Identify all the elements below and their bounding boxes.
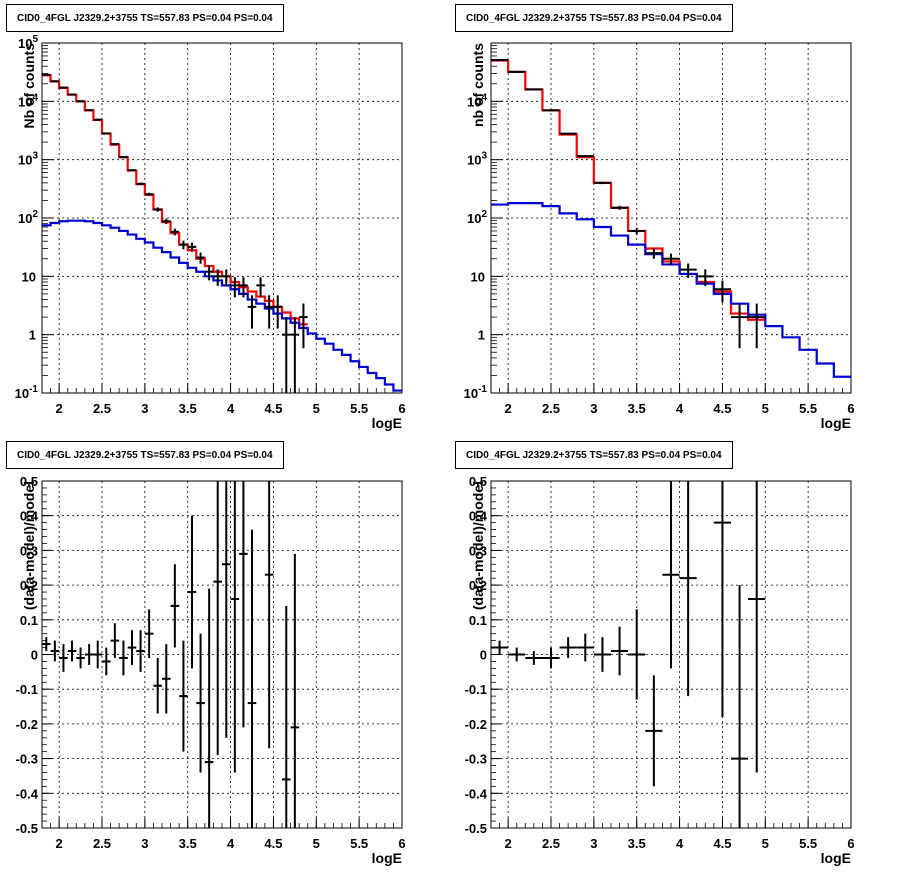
y-tick-label: -0.2	[16, 717, 38, 732]
x-tick-label: 6	[398, 836, 405, 851]
x-tick-label: 2	[56, 401, 63, 416]
y-tick-label: -0.5	[16, 821, 38, 836]
x-tick-label: 4.5	[264, 401, 282, 416]
y-axis-title: (data-model)/model	[21, 481, 37, 610]
x-tick-label: 4.5	[713, 836, 731, 851]
y-tick-label: 10-1	[15, 384, 39, 401]
y-tick-label: 0.2	[20, 578, 38, 593]
x-axis-title: logE	[821, 415, 851, 431]
x-tick-label: 5.5	[350, 401, 368, 416]
y-tick-label: 0.3	[469, 543, 487, 558]
chart-svg-1: 2 2.5 3 3.5 4 4.5 5 5.5 6 10-1 1 10 102 103 104 logE nb …	[464, 42, 855, 431]
x-tick-label: 3	[590, 401, 597, 416]
x-tick-label: 4.5	[713, 401, 731, 416]
x-axis-title: logE	[821, 850, 851, 866]
x-tick-label: 3	[590, 836, 597, 851]
x-tick-label: 4.5	[264, 836, 282, 851]
x-tick-label: 2	[56, 836, 63, 851]
y-axis-title: (data-model)/model	[470, 481, 486, 610]
model-total-line	[491, 59, 766, 321]
y-tick-label: 0.1	[469, 613, 487, 628]
y-tick-label: 0.5	[469, 474, 487, 489]
panel-top-left: 2 2.5 3 3.5 4 4.5 5 5.5 6 10-1 1 10 102 103 104 105 logE…	[0, 0, 449, 437]
background-model-line	[491, 202, 851, 378]
x-tick-label: 3	[141, 836, 148, 851]
y-tick-label: -0.4	[465, 786, 488, 801]
x-tick-label: 2.5	[93, 401, 111, 416]
y-tick-label: 102	[467, 209, 487, 226]
y-tick-label: 0.2	[469, 578, 487, 593]
x-tick-label: 5	[762, 401, 769, 416]
y-tick-label: 103	[467, 151, 487, 168]
x-tick-label: 4	[676, 836, 684, 851]
x-axis-title: logE	[372, 850, 402, 866]
panel-bottom-left: 2 2.5 3 3.5 4 4.5 5 5.5 6 -0.5 -0.4 -0.3 -0.2 -0.1 0 0.…	[0, 437, 449, 875]
y-tick-label: -0.1	[465, 682, 487, 697]
x-tick-label: 3.5	[179, 401, 197, 416]
y-tick-label: -0.3	[16, 752, 38, 767]
x-tick-label: 5.5	[350, 836, 368, 851]
y-tick-label: 10	[22, 269, 36, 284]
y-tick-label: -0.1	[16, 682, 38, 697]
y-tick-label: 105	[18, 34, 38, 51]
y-tick-label: 0	[480, 648, 487, 663]
x-tick-label: 6	[847, 836, 854, 851]
x-tick-label: 5	[762, 836, 769, 851]
y-tick-label: -0.4	[16, 786, 39, 801]
panel-bottom-right: 2 2.5 3 3.5 4 4.5 5 5.5 6 -0.5 -0.4 -0.3 -0.2 -0.1 0 0.…	[449, 437, 898, 875]
x-tick-label: 3	[141, 401, 148, 416]
x-tick-label: 3.5	[628, 401, 646, 416]
chart-title: CID0_4FGL J2329.2+3755 TS=557.83 PS=0.04…	[455, 441, 733, 469]
y-tick-label: 1	[478, 328, 485, 343]
chart-svg-3: 2 2.5 3 3.5 4 4.5 5 5.5 6 -0.5 -0.4 -0.3 -0.2 -0.1 0 0.…	[465, 474, 855, 866]
y-tick-label: 104	[18, 92, 38, 109]
y-tick-label: 0.4	[469, 509, 488, 524]
y-axis-title: Nb of counts	[21, 43, 37, 129]
x-tick-label: 6	[398, 401, 405, 416]
x-tick-label: 5.5	[799, 401, 817, 416]
y-tick-label: 0	[31, 648, 38, 663]
x-tick-label: 3.5	[628, 836, 646, 851]
background-model-line	[42, 219, 402, 392]
y-tick-label: 104	[467, 92, 487, 109]
x-tick-label: 3.5	[179, 836, 197, 851]
x-tick-label: 4	[676, 401, 684, 416]
y-tick-label: 0.5	[20, 474, 38, 489]
x-tick-label: 2	[505, 836, 512, 851]
x-tick-label: 2.5	[542, 401, 560, 416]
x-tick-label: 2.5	[93, 836, 111, 851]
x-tick-label: 6	[847, 401, 854, 416]
y-tick-label: -0.3	[465, 752, 487, 767]
panel-top-right: 2 2.5 3 3.5 4 4.5 5 5.5 6 10-1 1 10 102 103 104 logE nb …	[449, 0, 898, 437]
y-tick-label: 1	[29, 328, 36, 343]
x-tick-label: 4	[227, 836, 235, 851]
y-tick-label: 103	[18, 151, 38, 168]
y-tick-label: 0.4	[20, 509, 39, 524]
x-axis-title: logE	[372, 415, 402, 431]
y-axis-title: nb of counts	[470, 43, 486, 127]
chart-title: CID0_4FGL J2329.2+3755 TS=557.83 PS=0.04…	[455, 4, 733, 32]
y-tick-label: -0.2	[465, 717, 487, 732]
chart-title: CID0_4FGL J2329.2+3755 TS=557.83 PS=0.04…	[6, 4, 284, 32]
y-tick-label: 10	[471, 269, 485, 284]
x-tick-label: 5.5	[799, 836, 817, 851]
chart-svg-0: 2 2.5 3 3.5 4 4.5 5 5.5 6 10-1 1 10 102 103 104 105 logE…	[15, 34, 406, 431]
y-tick-label: 10-1	[464, 384, 488, 401]
y-tick-label: 102	[18, 209, 38, 226]
x-tick-label: 5	[313, 836, 320, 851]
x-tick-label: 5	[313, 401, 320, 416]
x-tick-label: 4	[227, 401, 235, 416]
x-tick-label: 2.5	[542, 836, 560, 851]
y-tick-label: -0.5	[465, 821, 487, 836]
y-tick-label: 0.3	[20, 543, 38, 558]
chart-title: CID0_4FGL J2329.2+3755 TS=557.83 PS=0.04…	[6, 441, 284, 469]
y-tick-label: 0.1	[20, 613, 38, 628]
model-total-line	[42, 74, 308, 326]
x-tick-label: 2	[505, 401, 512, 416]
chart-svg-2: 2 2.5 3 3.5 4 4.5 5 5.5 6 -0.5 -0.4 -0.3 -0.2 -0.1 0 0.…	[16, 474, 406, 866]
